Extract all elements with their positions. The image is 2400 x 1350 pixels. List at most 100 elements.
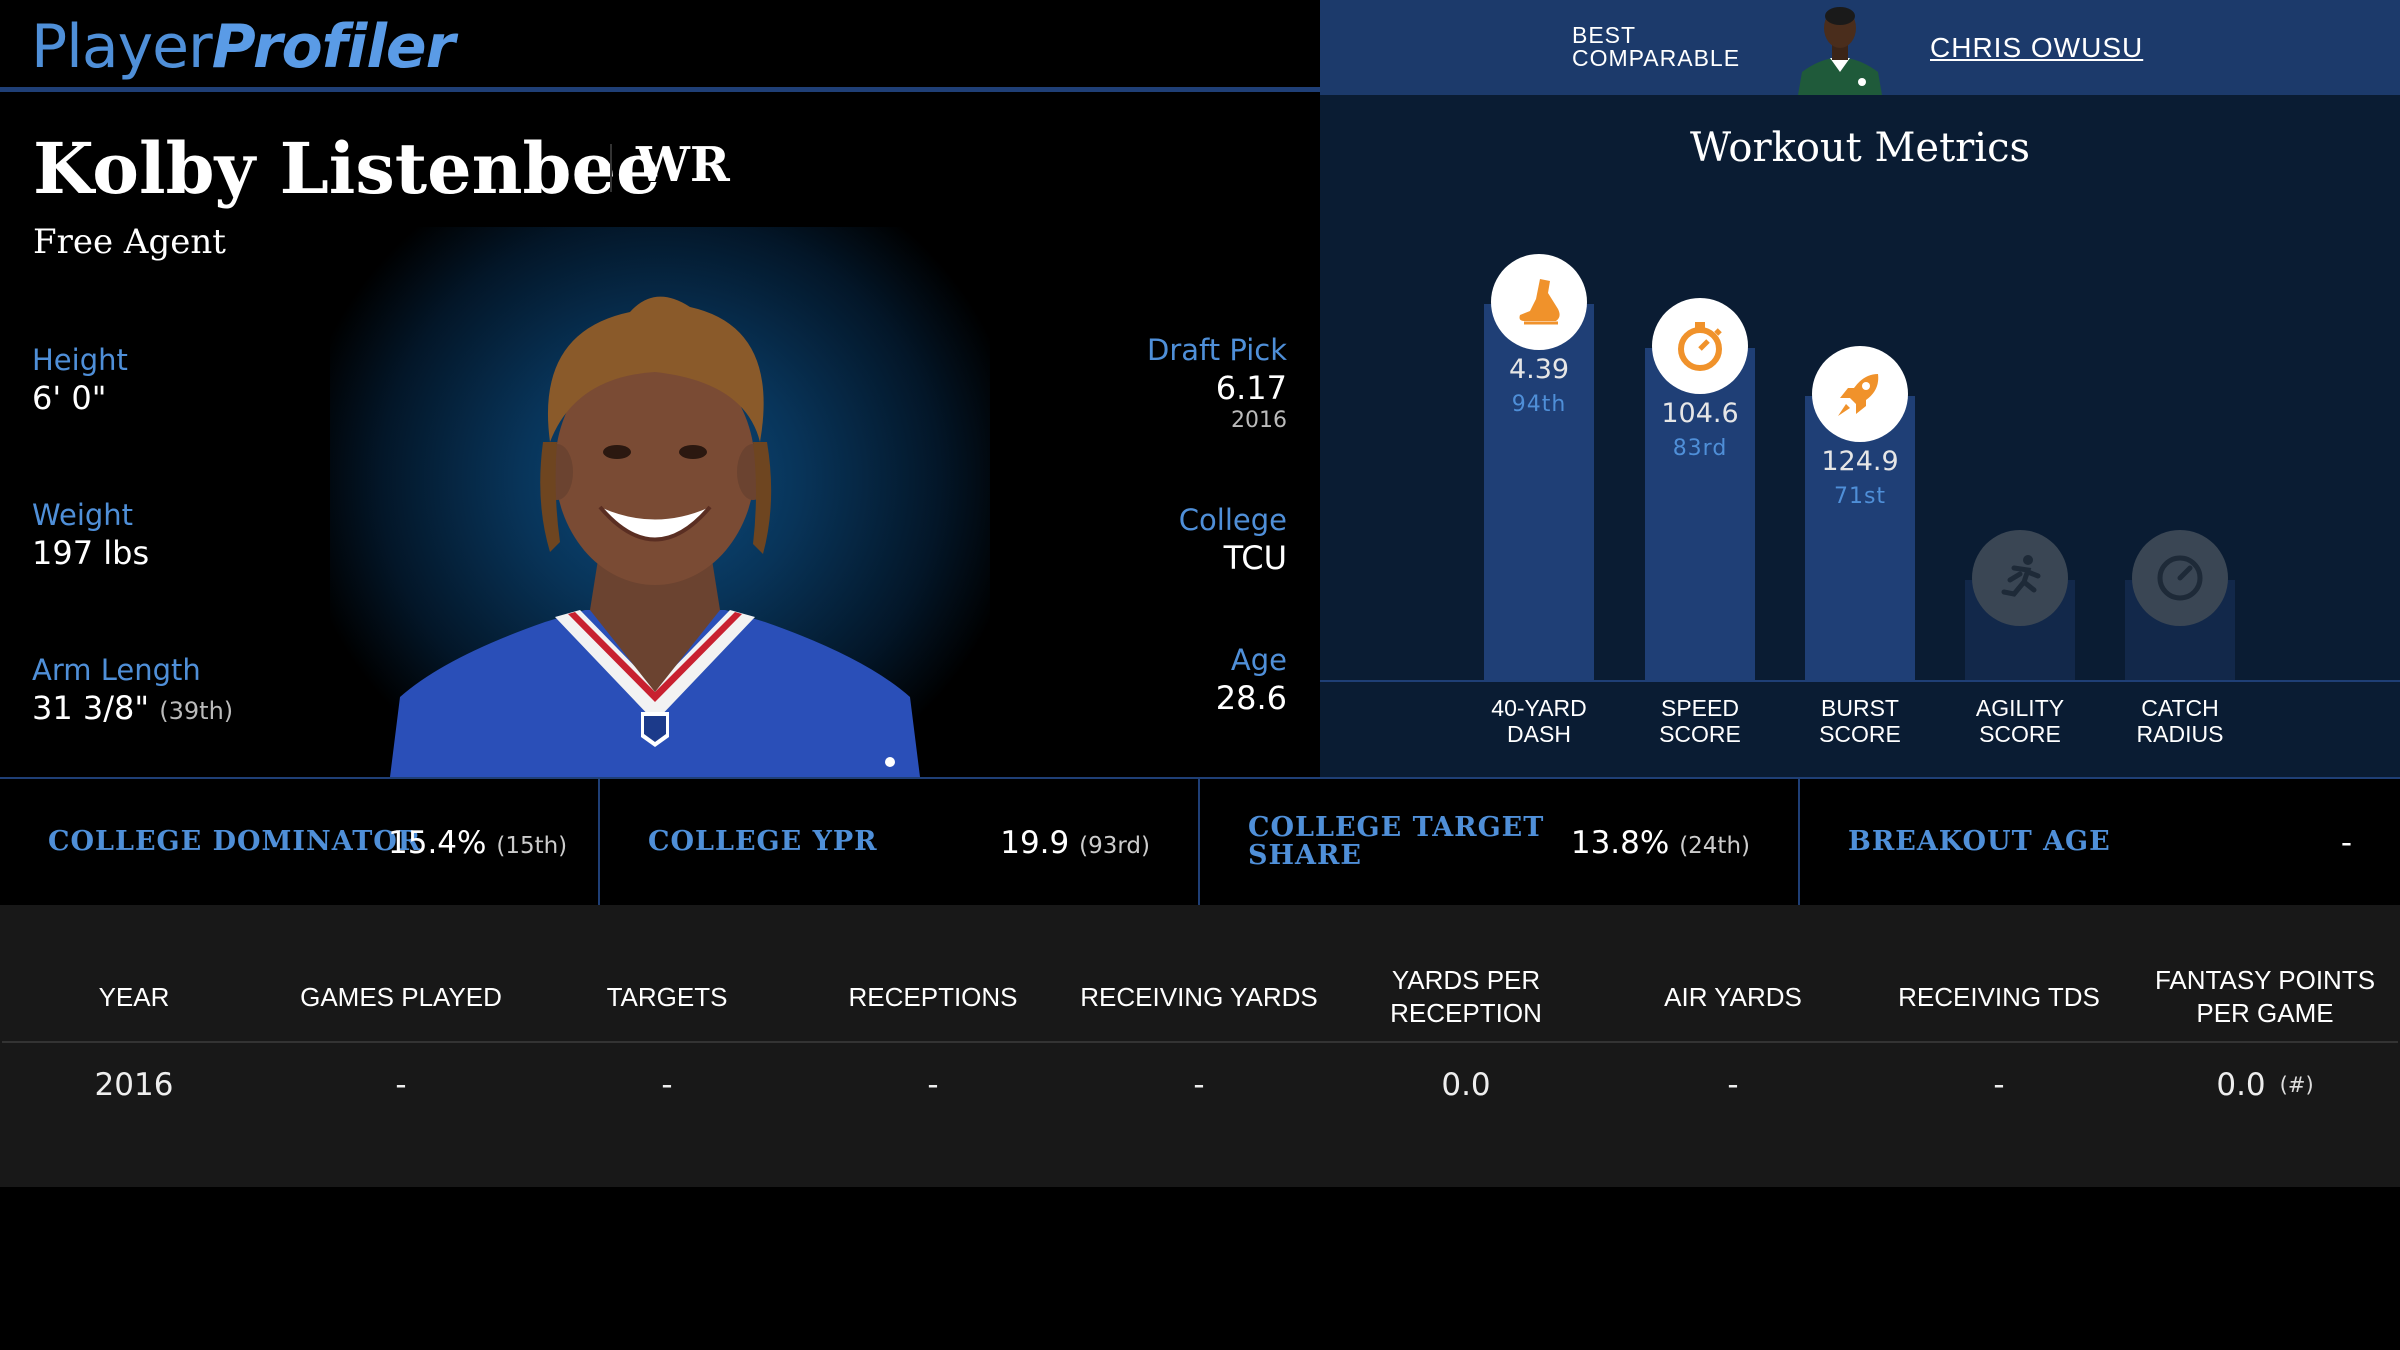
best-comparable-label: BEST COMPARABLE [1572, 24, 1740, 70]
college-dominator-label-text: COLLEGE DOMINATOR [48, 826, 422, 857]
fantasy-points-rank: (#) [2279, 1073, 2314, 1097]
college-target-share-label-line1: COLLEGE TARGET [1248, 812, 1545, 843]
cell-year: 2016 [94, 1067, 174, 1103]
player-profiler-logo[interactable]: PlayerProfiler [31, 12, 455, 82]
stopwatch-icon [1652, 298, 1748, 394]
breakout-age-value: - [2340, 825, 2352, 861]
college-target-share-rank: (24th) [1679, 833, 1750, 859]
best-comparable-bar: BEST COMPARABLE CHRIS OWUSU [1320, 0, 2400, 95]
column-header-receiving-yards[interactable]: RECEIVING YARDS [1080, 981, 1318, 1012]
breakout-age-cell[interactable]: BREAKOUT AGE - [1800, 779, 2400, 905]
metric-label-line2: SCORE [1659, 721, 1741, 747]
metric-value: 104.6 [1661, 398, 1739, 429]
metric-rank: 71st [1833, 484, 1887, 509]
rocket-icon [1812, 346, 1908, 442]
metric-speed-score[interactable]: 104.6 83rd SPEED SCORE [1645, 95, 1755, 777]
metric-value: 124.9 [1821, 446, 1899, 477]
column-header-receptions[interactable]: RECEPTIONS [848, 981, 1018, 1012]
weight-value: 197 lbs [32, 534, 150, 572]
metric-burst-score[interactable]: 124.9 71st BURST SCORE [1805, 95, 1915, 777]
college-dominator-cell[interactable]: COLLEGE DOMINATOR 15.4% (15th) [0, 779, 600, 905]
metric-bar [1484, 304, 1594, 680]
best-comparable-label-line2: COMPARABLE [1572, 45, 1741, 71]
column-header-year[interactable]: YEAR [98, 981, 170, 1012]
college-dominator-value-row: 15.4% (15th) [388, 825, 567, 861]
height-label: Height [32, 343, 128, 377]
weight-label: Weight [32, 498, 134, 532]
metric-label-line1: CATCH [2141, 695, 2219, 721]
college-stat: College TCU [1179, 502, 1287, 578]
breakout-age-label: BREAKOUT AGE [1848, 828, 2111, 856]
arm-length-rank: (39th) [159, 697, 234, 725]
college-target-share-cell[interactable]: COLLEGE TARGET SHARE 13.8% (24th) [1200, 779, 1800, 905]
college-ypr-value-row: 19.9 (93rd) [1000, 825, 1150, 861]
metric-rank: 83rd [1672, 436, 1728, 461]
cell-games-played: - [395, 1067, 407, 1103]
workout-metrics-panel: Workout Metrics 4.39 94th 40-YARD DASH 1… [1320, 95, 2400, 777]
metric-40-yard-dash[interactable]: 4.39 94th 40-YARD DASH [1484, 95, 1594, 777]
college-dominator-rank: (15th) [496, 833, 568, 859]
best-comparable-label-line1: BEST [1572, 22, 1637, 48]
breakout-age-value-row: - [2341, 825, 2352, 861]
metric-rank: 94th [1511, 392, 1567, 417]
breakout-age-label-text: BREAKOUT AGE [1848, 826, 2111, 857]
metric-label: 40-YARD DASH [1464, 695, 1614, 747]
metric-agility-score[interactable]: AGILITY SCORE [1965, 95, 2075, 777]
metric-label-line1: SPEED [1661, 695, 1739, 721]
college-target-share-value-row: 13.8% (24th) [1571, 825, 1750, 861]
weight-stat: Weight 197 lbs [32, 497, 149, 573]
metric-label-line2: SCORE [1979, 721, 2061, 747]
metric-label: SPEED SCORE [1625, 695, 1775, 747]
college-ypr-cell[interactable]: COLLEGE YPR 19.9 (93rd) [600, 779, 1200, 905]
logo-part-player: Player [31, 12, 213, 82]
college-ypr-rank: (93rd) [1079, 833, 1150, 859]
metric-label-line2: DASH [1507, 721, 1571, 747]
player-team: Free Agent [33, 222, 226, 262]
arm-length-value-row: 31 3/8" (39th) [32, 688, 233, 731]
column-header-targets[interactable]: TARGETS [606, 981, 728, 1012]
college-ypr-value: 19.9 [1000, 825, 1070, 861]
column-header-fantasy-points-per-game[interactable]: FANTASY POINTS PER GAME [2154, 965, 2376, 1028]
logo-part-profiler: Profiler [211, 12, 455, 82]
draft-pick-label: Draft Pick [1147, 333, 1287, 367]
college-dominator-label: COLLEGE DOMINATOR [48, 828, 421, 856]
metric-label-line1: AGILITY [1975, 695, 2065, 721]
college-stats-strip: COLLEGE DOMINATOR 15.4% (15th) COLLEGE Y… [0, 777, 2400, 905]
height-stat: Height 6' 0" [32, 342, 128, 418]
runner-icon [1972, 530, 2068, 626]
column-header-air-yards[interactable]: AIR YARDS [1664, 981, 1802, 1012]
metric-label-line1: 40-YARD [1491, 695, 1587, 721]
player-headshot [385, 292, 925, 777]
metrics-baseline [1320, 680, 2400, 682]
metric-catch-radius[interactable]: CATCH RADIUS [2125, 95, 2235, 777]
arm-length-stat: Arm Length 31 3/8" (39th) [32, 652, 233, 731]
college-ypr-label-text: COLLEGE YPR [648, 826, 878, 857]
college-dominator-value: 15.4% [388, 825, 487, 861]
draft-year: 2016 [1231, 408, 1287, 433]
college-ypr-label: COLLEGE YPR [648, 828, 878, 856]
shoe-icon [1491, 254, 1587, 350]
comparable-player-link[interactable]: CHRIS OWUSU [1930, 32, 2144, 63]
metric-bar [1645, 348, 1755, 680]
height-value: 6' 0" [32, 379, 107, 417]
column-header-games-played[interactable]: GAMES PLAYED [300, 981, 502, 1012]
comparable-player-avatar[interactable] [1790, 6, 1890, 95]
metric-label: CATCH RADIUS [2105, 695, 2255, 747]
college-target-share-value: 13.8% [1570, 825, 1670, 861]
metric-label: AGILITY SCORE [1945, 695, 2095, 747]
column-header-yards-per-reception[interactable]: YARDS PER RECEPTION [1390, 965, 1542, 1028]
college-target-share-label: COLLEGE TARGET SHARE [1248, 814, 1544, 870]
cell-air-yards: - [1727, 1067, 1739, 1103]
column-header-receiving-tds[interactable]: RECEIVING TDS [1898, 981, 2100, 1012]
player-profile-panel: Kolby Listenbee WR Free Agent Height 6' … [0, 97, 1320, 777]
draft-pick-stat: Draft Pick 6.17 2016 [1147, 332, 1287, 434]
draft-pick-value: 6.17 [1215, 369, 1287, 407]
age-label: Age [1230, 643, 1287, 677]
name-divider [610, 144, 612, 192]
age-stat: Age 28.6 [1216, 642, 1287, 718]
fantasy-points-value: 0.0 [2216, 1067, 2266, 1103]
metric-label-line2: RADIUS [2136, 721, 2224, 747]
metric-label-line1: BURST [1821, 695, 1899, 721]
cell-receiving-tds: - [1993, 1067, 2005, 1103]
metric-label-line2: SCORE [1819, 721, 1901, 747]
